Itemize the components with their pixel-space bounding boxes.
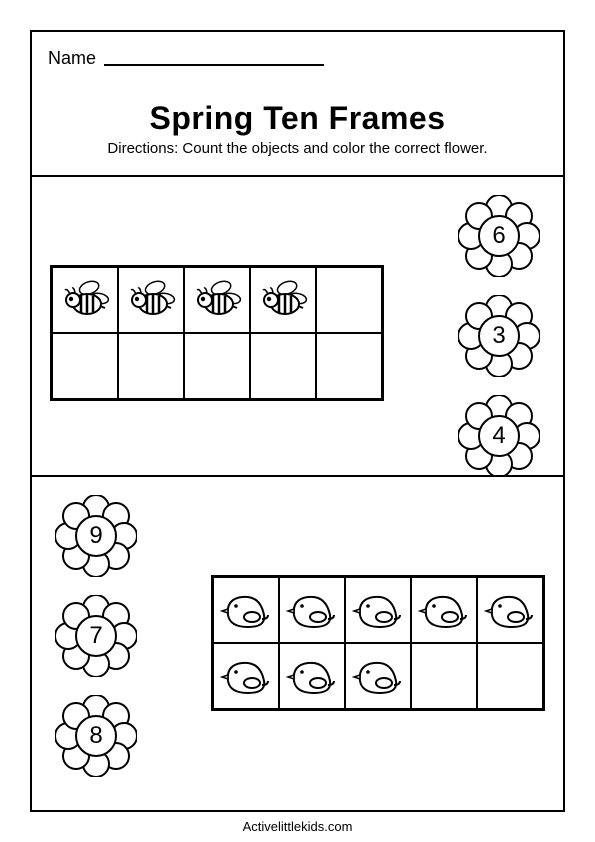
problem-section-1: 634 xyxy=(45,195,550,465)
answer-flower[interactable]: 9 xyxy=(55,495,137,577)
flower-number: 9 xyxy=(55,495,137,577)
ten-frame-cell xyxy=(250,333,316,399)
ten-frame-cell xyxy=(477,577,543,643)
ten-frame-2 xyxy=(211,575,545,711)
ten-frame-cell xyxy=(477,643,543,709)
flower-number: 4 xyxy=(458,395,540,477)
bird-icon xyxy=(219,583,273,637)
answer-flower[interactable]: 6 xyxy=(458,195,540,277)
ten-frame-cell xyxy=(345,577,411,643)
directions-text: Directions: Count the objects and color … xyxy=(30,140,565,157)
flower-number: 8 xyxy=(55,695,137,777)
flower-number: 6 xyxy=(458,195,540,277)
ten-frame-cell xyxy=(411,643,477,709)
flower-number: 3 xyxy=(458,295,540,377)
ten-frame-cell xyxy=(411,577,477,643)
bee-icon xyxy=(124,273,178,327)
bird-icon xyxy=(351,583,405,637)
ten-frame-cell xyxy=(118,333,184,399)
answer-flowers-1: 6 3 4 xyxy=(458,195,540,477)
ten-frame-cell xyxy=(316,267,382,333)
bee-icon xyxy=(190,273,244,327)
ten-frame-cell xyxy=(316,333,382,399)
bird-icon xyxy=(483,583,537,637)
bird-icon xyxy=(351,649,405,703)
answer-flower[interactable]: 4 xyxy=(458,395,540,477)
section-divider-1 xyxy=(30,175,565,177)
section-divider-2 xyxy=(30,475,565,477)
page-title: Spring Ten Frames xyxy=(30,100,565,137)
ten-frame-cell xyxy=(52,267,118,333)
answer-flower[interactable]: 8 xyxy=(55,695,137,777)
ten-frame-cell xyxy=(52,333,118,399)
name-field-row: Name xyxy=(48,48,324,69)
bee-icon xyxy=(256,273,310,327)
bird-icon xyxy=(219,649,273,703)
ten-frame-cell xyxy=(213,577,279,643)
flower-number: 7 xyxy=(55,595,137,677)
answer-flower[interactable]: 3 xyxy=(458,295,540,377)
problem-section-2: 9 7 8 xyxy=(45,495,550,795)
answer-flowers-2: 9 7 8 xyxy=(55,495,137,777)
bird-icon xyxy=(285,583,339,637)
name-label: Name xyxy=(48,48,96,69)
footer-attribution: Activelittlekids.com xyxy=(0,819,595,834)
ten-frame-cell xyxy=(345,643,411,709)
bird-icon xyxy=(285,649,339,703)
bird-icon xyxy=(417,583,471,637)
ten-frame-cell xyxy=(279,577,345,643)
ten-frame-cell xyxy=(279,643,345,709)
ten-frame-cell xyxy=(184,267,250,333)
ten-frame-1 xyxy=(50,265,384,401)
name-input-line[interactable] xyxy=(104,64,324,66)
ten-frame-cell xyxy=(213,643,279,709)
bee-icon xyxy=(58,273,112,327)
ten-frame-cell xyxy=(118,267,184,333)
ten-frame-cell xyxy=(250,267,316,333)
answer-flower[interactable]: 7 xyxy=(55,595,137,677)
ten-frame-cell xyxy=(184,333,250,399)
